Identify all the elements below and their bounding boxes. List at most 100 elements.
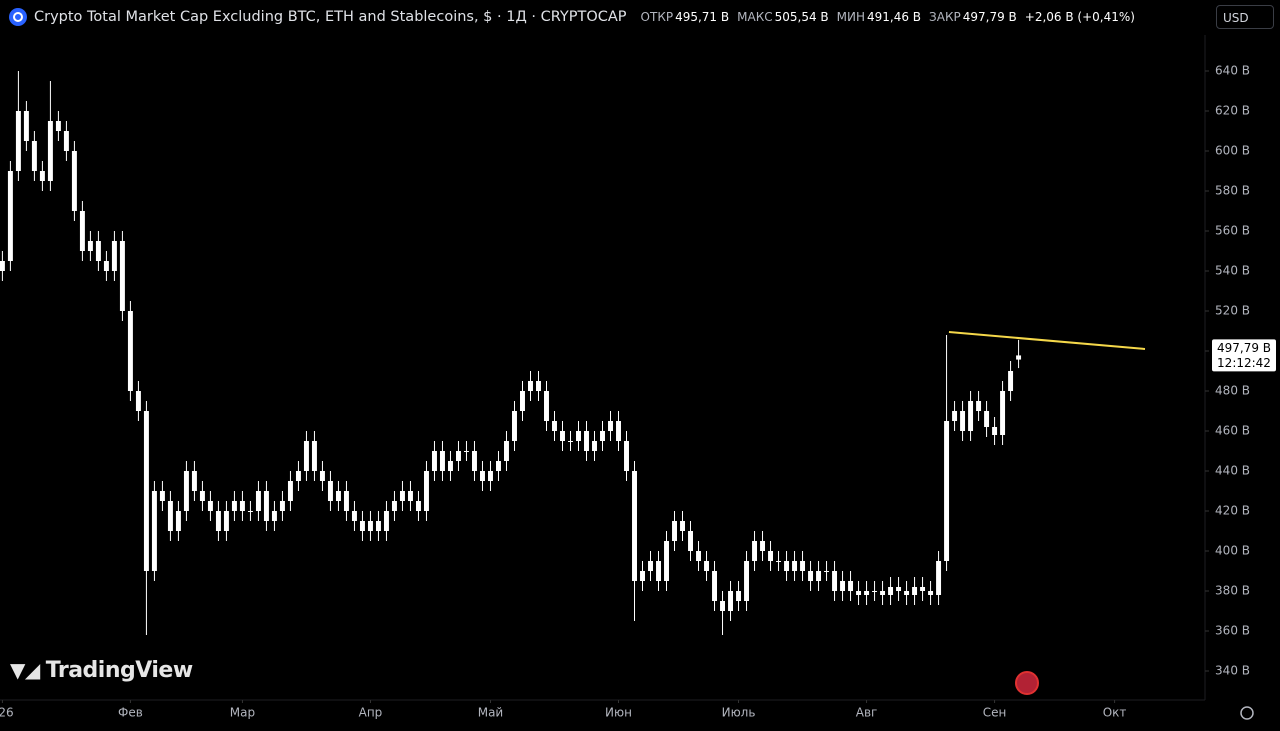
candle-body — [928, 591, 934, 595]
candle-body — [119, 241, 125, 311]
settings-icon[interactable] — [1240, 706, 1254, 720]
y-tick-label: 580 B — [1215, 184, 1250, 198]
candle-body — [760, 541, 766, 551]
candle-body — [359, 521, 365, 531]
candle-body — [295, 471, 301, 481]
candle-body — [744, 561, 750, 601]
candle-body — [327, 481, 333, 501]
candle-body — [415, 501, 421, 511]
candle-body — [584, 431, 589, 451]
candle-body — [383, 511, 389, 531]
candle-body — [455, 451, 461, 461]
candle-body — [143, 411, 149, 571]
candle-body — [712, 571, 717, 601]
logo-text: TradingView — [45, 658, 193, 683]
ohlc-key: МАКС — [737, 10, 773, 24]
candle-body — [672, 521, 677, 541]
candle-body — [664, 541, 669, 581]
candle-body — [0, 261, 5, 271]
candle-body — [616, 421, 621, 441]
trend-line — [948, 331, 1146, 350]
candle-body — [447, 461, 453, 471]
y-tick-label: 380 B — [1215, 584, 1250, 598]
ohlc-value: 495,71 B — [675, 10, 730, 24]
candle-body — [175, 511, 181, 531]
candle-body — [167, 501, 173, 531]
candle-body — [303, 441, 309, 471]
y-tick-label: 460 B — [1215, 424, 1250, 438]
last-price-label: 497,79 B — [1217, 341, 1271, 355]
candle-body — [528, 381, 533, 391]
candle-body — [55, 121, 61, 131]
candle-body — [944, 421, 950, 561]
candle-body — [848, 581, 854, 591]
candle-body — [832, 571, 838, 591]
ohlc-value: 497,79 B — [962, 10, 1017, 24]
candle-body — [496, 461, 501, 471]
ohlc-key: ОТКР — [640, 10, 674, 24]
title: Crypto Total Market Cap Excluding BTC, E… — [34, 9, 627, 25]
candle-body — [391, 501, 397, 511]
x-tick-label: Май — [478, 706, 504, 720]
y-tick-label: 400 B — [1215, 544, 1250, 558]
candle-body — [600, 431, 605, 441]
y-tick-label: 520 B — [1215, 304, 1250, 318]
y-tick-label: 440 B — [1215, 464, 1250, 478]
candle-body — [888, 587, 894, 595]
candle-body — [151, 491, 157, 571]
candle-body — [335, 491, 341, 501]
candle-body — [159, 491, 165, 501]
candle-body — [351, 511, 357, 521]
x-tick-label: Окт — [1103, 706, 1127, 720]
candle-body — [63, 131, 69, 151]
y-tick-label: 560 B — [1215, 224, 1250, 238]
x-tick-label: Авг — [856, 706, 878, 720]
candle-body — [792, 561, 798, 571]
candle-body — [71, 151, 77, 211]
candle-body — [640, 571, 645, 581]
candle-body — [111, 241, 117, 271]
candle-body — [592, 441, 597, 451]
candle-body — [271, 511, 277, 521]
ohlc-value: 505,54 B — [774, 10, 829, 24]
candle-body — [199, 491, 205, 501]
candle-body — [864, 591, 870, 595]
candle-body — [768, 551, 774, 561]
candle-body — [720, 601, 726, 611]
candle-body — [287, 481, 293, 501]
x-tick-label: Сен — [983, 706, 1007, 720]
candle-body — [215, 511, 221, 531]
candle-body — [239, 501, 245, 511]
candle-body — [431, 451, 437, 471]
candle-body — [263, 491, 269, 521]
event-icon[interactable] — [1015, 671, 1039, 695]
candle-body — [752, 541, 758, 561]
candle-body — [536, 381, 541, 391]
candle-body — [31, 141, 37, 171]
x-tick-label: Фев — [118, 706, 143, 720]
candle-body — [960, 411, 966, 431]
candle-body — [544, 391, 549, 421]
candle-body — [896, 587, 902, 591]
candle-body — [776, 561, 782, 562]
candle-body — [512, 411, 517, 441]
candle-body — [504, 441, 509, 461]
y-tick-label: 640 B — [1215, 64, 1250, 78]
y-tick-label: 420 B — [1215, 504, 1250, 518]
currency-button[interactable]: USD — [1216, 5, 1274, 29]
candle-body — [680, 521, 685, 531]
y-tick-label: 480 B — [1215, 384, 1250, 398]
candle-body — [728, 591, 734, 611]
candle-body — [968, 401, 974, 431]
candle-body — [343, 491, 349, 511]
candle-body — [920, 587, 926, 591]
symbol-icon — [9, 8, 27, 26]
candle-body — [704, 561, 709, 571]
candle-body — [688, 531, 693, 551]
candle-body — [319, 471, 325, 481]
candle-body — [952, 411, 958, 421]
candle-body — [1000, 391, 1006, 435]
candle-body — [479, 471, 485, 481]
candle-body — [800, 561, 806, 571]
